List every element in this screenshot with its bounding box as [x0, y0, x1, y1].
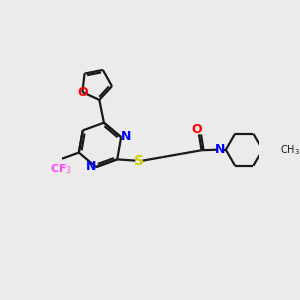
Text: CH$_3$: CH$_3$: [280, 143, 300, 157]
Text: O: O: [77, 85, 88, 99]
Text: O: O: [192, 123, 202, 136]
Text: S: S: [134, 154, 144, 168]
Text: N: N: [121, 130, 131, 143]
Text: N: N: [215, 143, 225, 156]
Text: N: N: [86, 160, 97, 173]
Text: CF$_3$: CF$_3$: [50, 163, 72, 176]
